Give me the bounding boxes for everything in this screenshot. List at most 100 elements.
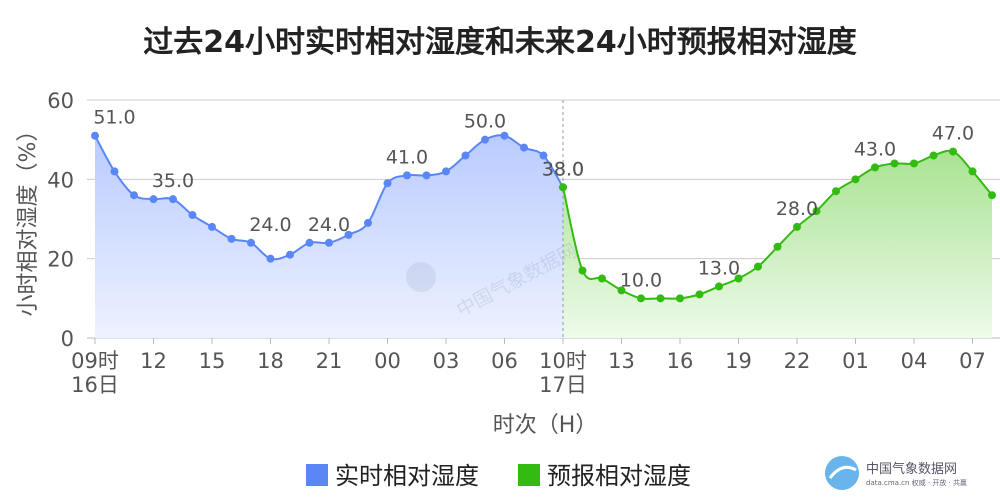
data-label-1: 47.0 [932,123,974,145]
y-tick-label: 20 [47,248,74,272]
data-label-1: 13.0 [698,257,740,279]
data-point-1 [890,159,899,168]
data-point-1 [715,282,723,291]
data-point-1 [656,294,665,303]
data-point-0 [169,195,177,204]
data-point-0 [520,143,528,152]
data-point-1 [968,167,977,176]
data-point-1 [793,222,801,231]
data-point-1 [851,175,860,184]
data-point-1 [754,262,762,271]
x-axis-label: 时次（H） [493,413,598,438]
data-point-0 [461,151,470,160]
series-points [91,131,996,303]
data-point-0 [91,131,99,140]
data-point-1 [637,294,645,303]
data-point-0 [539,151,548,160]
data-label-1: 43.0 [854,138,896,160]
x-tick-label: 09时 [71,349,119,373]
data-point-1 [929,151,938,160]
data-point-1 [559,183,567,192]
data-label-1: 28.0 [776,198,818,220]
data-point-0 [344,230,353,239]
x-tick-label: 22 [784,349,811,373]
x-tick-label: 00 [374,349,401,373]
data-point-0 [188,211,197,220]
data-point-0 [403,171,411,180]
y-tick-label: 40 [47,168,74,192]
x-tick-label: 10时 [539,349,587,373]
data-label-0: 38.0 [542,158,584,180]
data-label-0: 41.0 [386,146,428,168]
legend-label-realtime: 实时相对湿度 [335,462,479,490]
data-point-1 [812,207,821,216]
data-point-0 [208,222,216,231]
legend-swatch-forecast [518,464,540,486]
data-point-1 [734,274,743,283]
data-point-0 [110,167,119,176]
data-label-1: 38.0 [542,158,584,180]
x-tick-label: 17日 [539,373,587,397]
brand-logo-swoosh-icon [828,465,857,479]
series-areas [95,135,992,338]
x-tick-label: 18 [257,349,284,373]
y-axis-ticks: 0 20 40 60 [47,89,74,351]
y-tick-label: 0 [61,327,74,351]
data-point-0 [130,191,138,200]
y-tick-label: 60 [47,89,74,113]
brand-name: 中国气象数据网 [866,461,957,477]
watermark-logo-icon [406,262,436,292]
data-point-0 [422,171,431,180]
data-point-1 [988,191,996,200]
data-point-0 [286,250,294,259]
data-point-0 [227,234,236,243]
data-point-0 [247,238,255,247]
data-label-0: 50.0 [464,111,506,133]
x-tick-label: 13 [608,349,635,373]
data-point-1 [910,159,918,168]
data-point-1 [773,242,782,251]
x-tick-label: 21 [316,349,343,373]
x-tick-label: 03 [433,349,460,373]
data-point-0 [442,167,450,176]
brand-logo: 中国气象数据网 data.cma.cn 权威 · 开放 · 共赢 [825,456,967,490]
x-tick-label: 12 [140,349,167,373]
x-tick-label: 16 [667,349,694,373]
legend-swatch-realtime [306,464,328,486]
x-tick-label: 01 [842,349,869,373]
x-tick-label: 19 [725,349,752,373]
x-tick-label: 07 [959,349,986,373]
data-label-0: 24.0 [308,214,350,236]
data-point-1 [676,294,684,303]
data-point-1 [598,274,606,283]
legend: 实时相对湿度 预报相对湿度 [306,462,691,490]
data-label-1: 10.0 [620,269,662,291]
data-point-0 [481,135,489,144]
data-label-0: 51.0 [93,107,135,129]
data-point-1 [949,147,957,156]
x-tick-label: 04 [901,349,928,373]
y-axis-label: 小时相对湿度（%） [16,120,41,317]
data-point-0 [149,195,158,204]
series-area-1 [563,150,992,338]
data-point-0 [325,238,333,247]
chart-title: 过去24小时实时相对湿度和未来24小时预报相对湿度 [143,25,857,60]
series-area-0 [95,135,563,338]
data-point-0 [383,179,392,188]
data-labels: 51.035.024.0 24.041.050.038.038.010.013.0… [93,107,974,292]
data-label-0: 35.0 [152,170,194,192]
data-point-1 [871,163,879,172]
data-point-0 [266,254,275,263]
x-tick-label: 06 [491,349,518,373]
data-point-1 [832,187,840,196]
brand-subtitle: data.cma.cn 权威 · 开放 · 共赢 [866,478,967,487]
x-tick-label: 16日 [71,373,119,397]
data-point-0 [500,131,509,140]
data-point-1 [578,266,587,275]
legend-label-forecast: 预报相对湿度 [547,462,691,490]
data-point-0 [305,238,314,247]
data-point-1 [617,286,626,295]
data-label-0: 24.0 [249,214,291,236]
